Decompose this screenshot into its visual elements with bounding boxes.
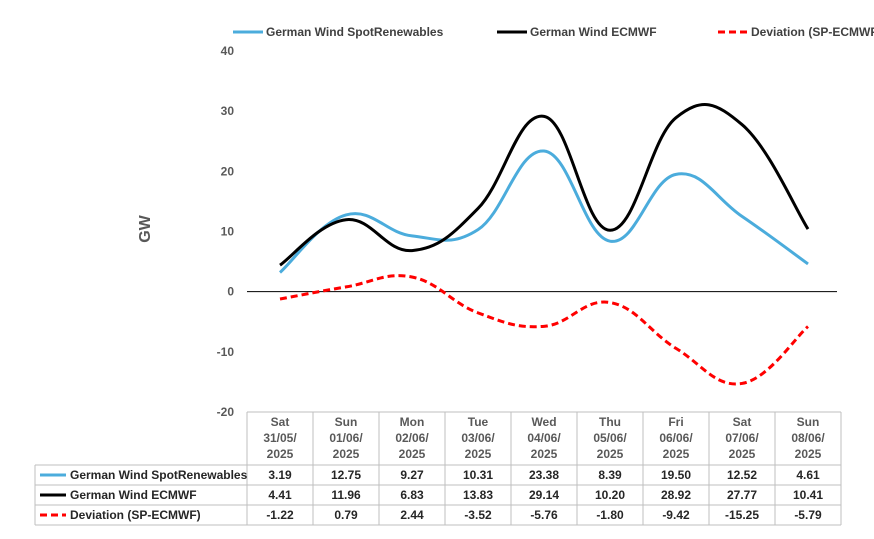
data-label: -3.52	[464, 508, 492, 522]
y-tick-label: 10	[221, 225, 235, 239]
data-label: -5.76	[530, 508, 558, 522]
data-label: 0.79	[334, 508, 358, 522]
legend-label-0: German Wind SpotRenewables	[266, 25, 444, 39]
data-label: 28.92	[661, 488, 691, 502]
x-tick-label: Fri	[668, 415, 683, 429]
table-row-label-0: German Wind SpotRenewables	[70, 468, 248, 482]
x-tick-label: 31/05/	[263, 431, 297, 445]
x-tick-label: Sat	[271, 415, 290, 429]
data-label: -1.22	[266, 508, 294, 522]
x-tick-label: 02/06/	[395, 431, 429, 445]
x-tick-label: Sat	[733, 415, 752, 429]
table-row-label-2: Deviation (SP-ECMWF)	[70, 508, 201, 522]
data-label: 9.27	[400, 468, 424, 482]
legend-label-2: Deviation (SP-ECMWF)	[751, 25, 874, 39]
data-label: 10.41	[793, 488, 823, 502]
x-tick-label: 2025	[399, 447, 426, 461]
x-tick-label: 07/06/	[725, 431, 759, 445]
x-tick-label: 2025	[597, 447, 624, 461]
data-label: -15.25	[725, 508, 759, 522]
y-tick-label: 30	[221, 104, 235, 118]
series-line-1	[279, 103, 810, 267]
x-tick-label: 2025	[531, 447, 558, 461]
y-tick-label: 0	[227, 285, 234, 299]
data-label: 8.39	[598, 468, 622, 482]
x-tick-label: 04/06/	[527, 431, 561, 445]
y-tick-label: -20	[217, 405, 235, 419]
x-tick-label: 2025	[333, 447, 360, 461]
x-tick-label: 01/06/	[329, 431, 363, 445]
data-label: 3.19	[268, 468, 292, 482]
data-label: -5.79	[794, 508, 822, 522]
data-label: -1.80	[596, 508, 624, 522]
data-label: 11.96	[331, 488, 361, 502]
data-label: 4.61	[796, 468, 820, 482]
x-tick-label: 2025	[795, 447, 822, 461]
x-tick-label: Thu	[599, 415, 621, 429]
legend-label-1: German Wind ECMWF	[530, 25, 657, 39]
data-label: -9.42	[662, 508, 690, 522]
y-tick-label: -10	[217, 345, 235, 359]
x-tick-label: Tue	[468, 415, 489, 429]
data-label: 27.77	[727, 488, 757, 502]
y-tick-label: 40	[221, 44, 235, 58]
y-axis-title: GW	[137, 214, 154, 242]
series-line-2	[279, 274, 810, 386]
data-label: 6.83	[400, 488, 424, 502]
data-label: 13.83	[463, 488, 493, 502]
data-label: 4.41	[268, 488, 292, 502]
data-label: 10.20	[595, 488, 625, 502]
data-label: 29.14	[529, 488, 559, 502]
series-line-0	[278, 149, 809, 274]
y-tick-label: 20	[221, 164, 235, 178]
data-label: 12.75	[331, 468, 361, 482]
x-tick-label: 06/06/	[659, 431, 693, 445]
x-tick-label: Sun	[335, 415, 358, 429]
x-tick-label: 2025	[465, 447, 492, 461]
x-tick-label: 08/06/	[791, 431, 825, 445]
data-label: 10.31	[463, 468, 493, 482]
x-tick-label: 2025	[729, 447, 756, 461]
x-tick-label: Sun	[797, 415, 820, 429]
x-tick-label: Mon	[400, 415, 425, 429]
data-label: 19.50	[661, 468, 691, 482]
data-label: 2.44	[400, 508, 424, 522]
x-tick-label: 2025	[663, 447, 690, 461]
x-tick-label: 2025	[267, 447, 294, 461]
x-tick-label: 05/06/	[593, 431, 627, 445]
x-tick-label: Wed	[531, 415, 556, 429]
x-tick-label: 03/06/	[461, 431, 495, 445]
table-row-label-1: German Wind ECMWF	[70, 488, 197, 502]
data-label: 12.52	[727, 468, 757, 482]
data-label: 23.38	[529, 468, 559, 482]
